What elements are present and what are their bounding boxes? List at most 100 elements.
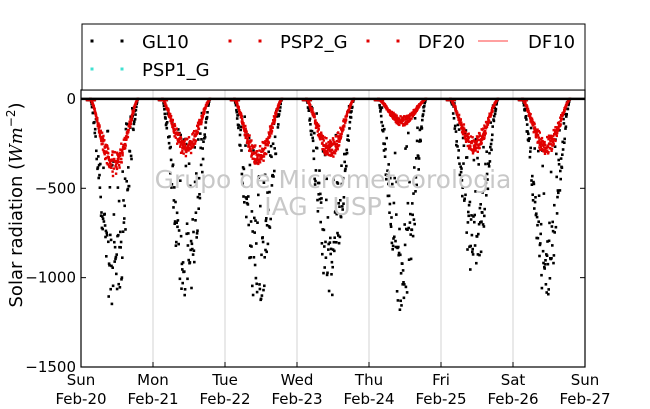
data-point xyxy=(563,107,567,111)
data-point xyxy=(537,129,541,133)
data-point xyxy=(182,152,185,155)
data-point xyxy=(93,127,97,131)
data-point xyxy=(333,249,336,253)
data-point xyxy=(330,154,334,157)
data-point xyxy=(129,154,133,158)
data-point xyxy=(248,140,251,143)
data-point xyxy=(247,142,250,145)
data-point xyxy=(343,118,346,122)
data-point xyxy=(180,287,183,290)
data-point xyxy=(332,178,335,182)
data-point xyxy=(162,104,166,108)
data-point xyxy=(101,142,104,145)
data-point xyxy=(330,260,334,264)
data-point xyxy=(416,107,419,111)
data-point xyxy=(395,290,399,293)
data-point xyxy=(332,155,335,158)
data-point xyxy=(338,140,341,143)
data-point xyxy=(248,163,252,167)
data-point xyxy=(122,138,126,141)
data-point xyxy=(319,192,322,196)
data-point xyxy=(268,226,272,229)
data-point xyxy=(537,194,541,197)
data-point xyxy=(389,114,393,117)
data-point xyxy=(475,135,479,138)
data-point xyxy=(493,112,497,116)
data-point xyxy=(461,194,464,198)
data-point xyxy=(112,160,115,163)
data-point xyxy=(267,208,270,212)
data-point xyxy=(183,142,186,145)
data-point xyxy=(535,215,539,219)
data-point xyxy=(388,211,391,214)
data-point xyxy=(117,282,120,286)
data-point xyxy=(104,235,107,239)
data-point xyxy=(331,265,334,269)
data-point xyxy=(253,231,256,234)
data-point xyxy=(383,103,387,106)
data-point xyxy=(343,160,346,164)
data-point xyxy=(103,212,106,216)
data-point xyxy=(389,176,392,180)
data-point xyxy=(396,119,399,123)
data-point xyxy=(193,260,196,264)
data-point xyxy=(273,169,276,173)
data-point xyxy=(557,158,560,162)
data-point xyxy=(482,127,485,130)
data-point xyxy=(466,221,470,224)
data-point xyxy=(123,204,126,208)
data-point xyxy=(547,292,550,296)
data-point xyxy=(551,140,555,144)
data-point xyxy=(163,108,166,111)
data-point xyxy=(98,133,102,136)
data-point xyxy=(337,234,340,237)
data-point xyxy=(164,117,167,120)
data-point xyxy=(535,212,538,215)
data-point xyxy=(405,122,409,125)
data-point xyxy=(195,129,198,132)
data-point xyxy=(258,145,262,148)
data-point xyxy=(483,134,486,137)
data-point xyxy=(532,124,535,127)
data-point xyxy=(268,136,271,139)
data-point xyxy=(340,130,344,133)
data-point xyxy=(558,189,562,192)
data-point xyxy=(243,115,246,118)
data-point xyxy=(187,162,191,165)
data-point xyxy=(251,157,254,160)
data-point xyxy=(559,119,562,123)
data-point xyxy=(169,145,172,149)
data-point xyxy=(120,142,123,145)
data-point xyxy=(394,245,398,249)
data-point xyxy=(334,148,337,152)
data-point xyxy=(537,141,540,144)
data-point xyxy=(481,191,484,194)
data-point xyxy=(267,150,270,154)
data-point xyxy=(539,141,542,145)
data-point xyxy=(189,147,192,150)
data-point xyxy=(340,182,344,186)
data-point xyxy=(338,138,342,141)
data-point xyxy=(102,149,106,153)
data-point xyxy=(276,126,280,129)
data-point xyxy=(463,197,466,201)
watermark-line-2: IAG - USP xyxy=(264,192,382,221)
data-point xyxy=(121,149,124,152)
watermark-line-1: Grupo de Micrometeorologia xyxy=(155,165,512,194)
data-point xyxy=(128,125,132,128)
data-point xyxy=(313,113,316,116)
data-point xyxy=(556,131,559,135)
data-point xyxy=(559,177,562,181)
data-point xyxy=(333,140,336,144)
data-point xyxy=(460,179,464,182)
data-point xyxy=(559,116,562,119)
data-point xyxy=(181,268,184,271)
data-point xyxy=(562,122,566,125)
data-point xyxy=(173,220,177,223)
data-point xyxy=(563,112,567,116)
data-point xyxy=(339,133,342,136)
data-point xyxy=(479,203,482,206)
data-point xyxy=(397,121,400,124)
data-point xyxy=(533,122,536,126)
